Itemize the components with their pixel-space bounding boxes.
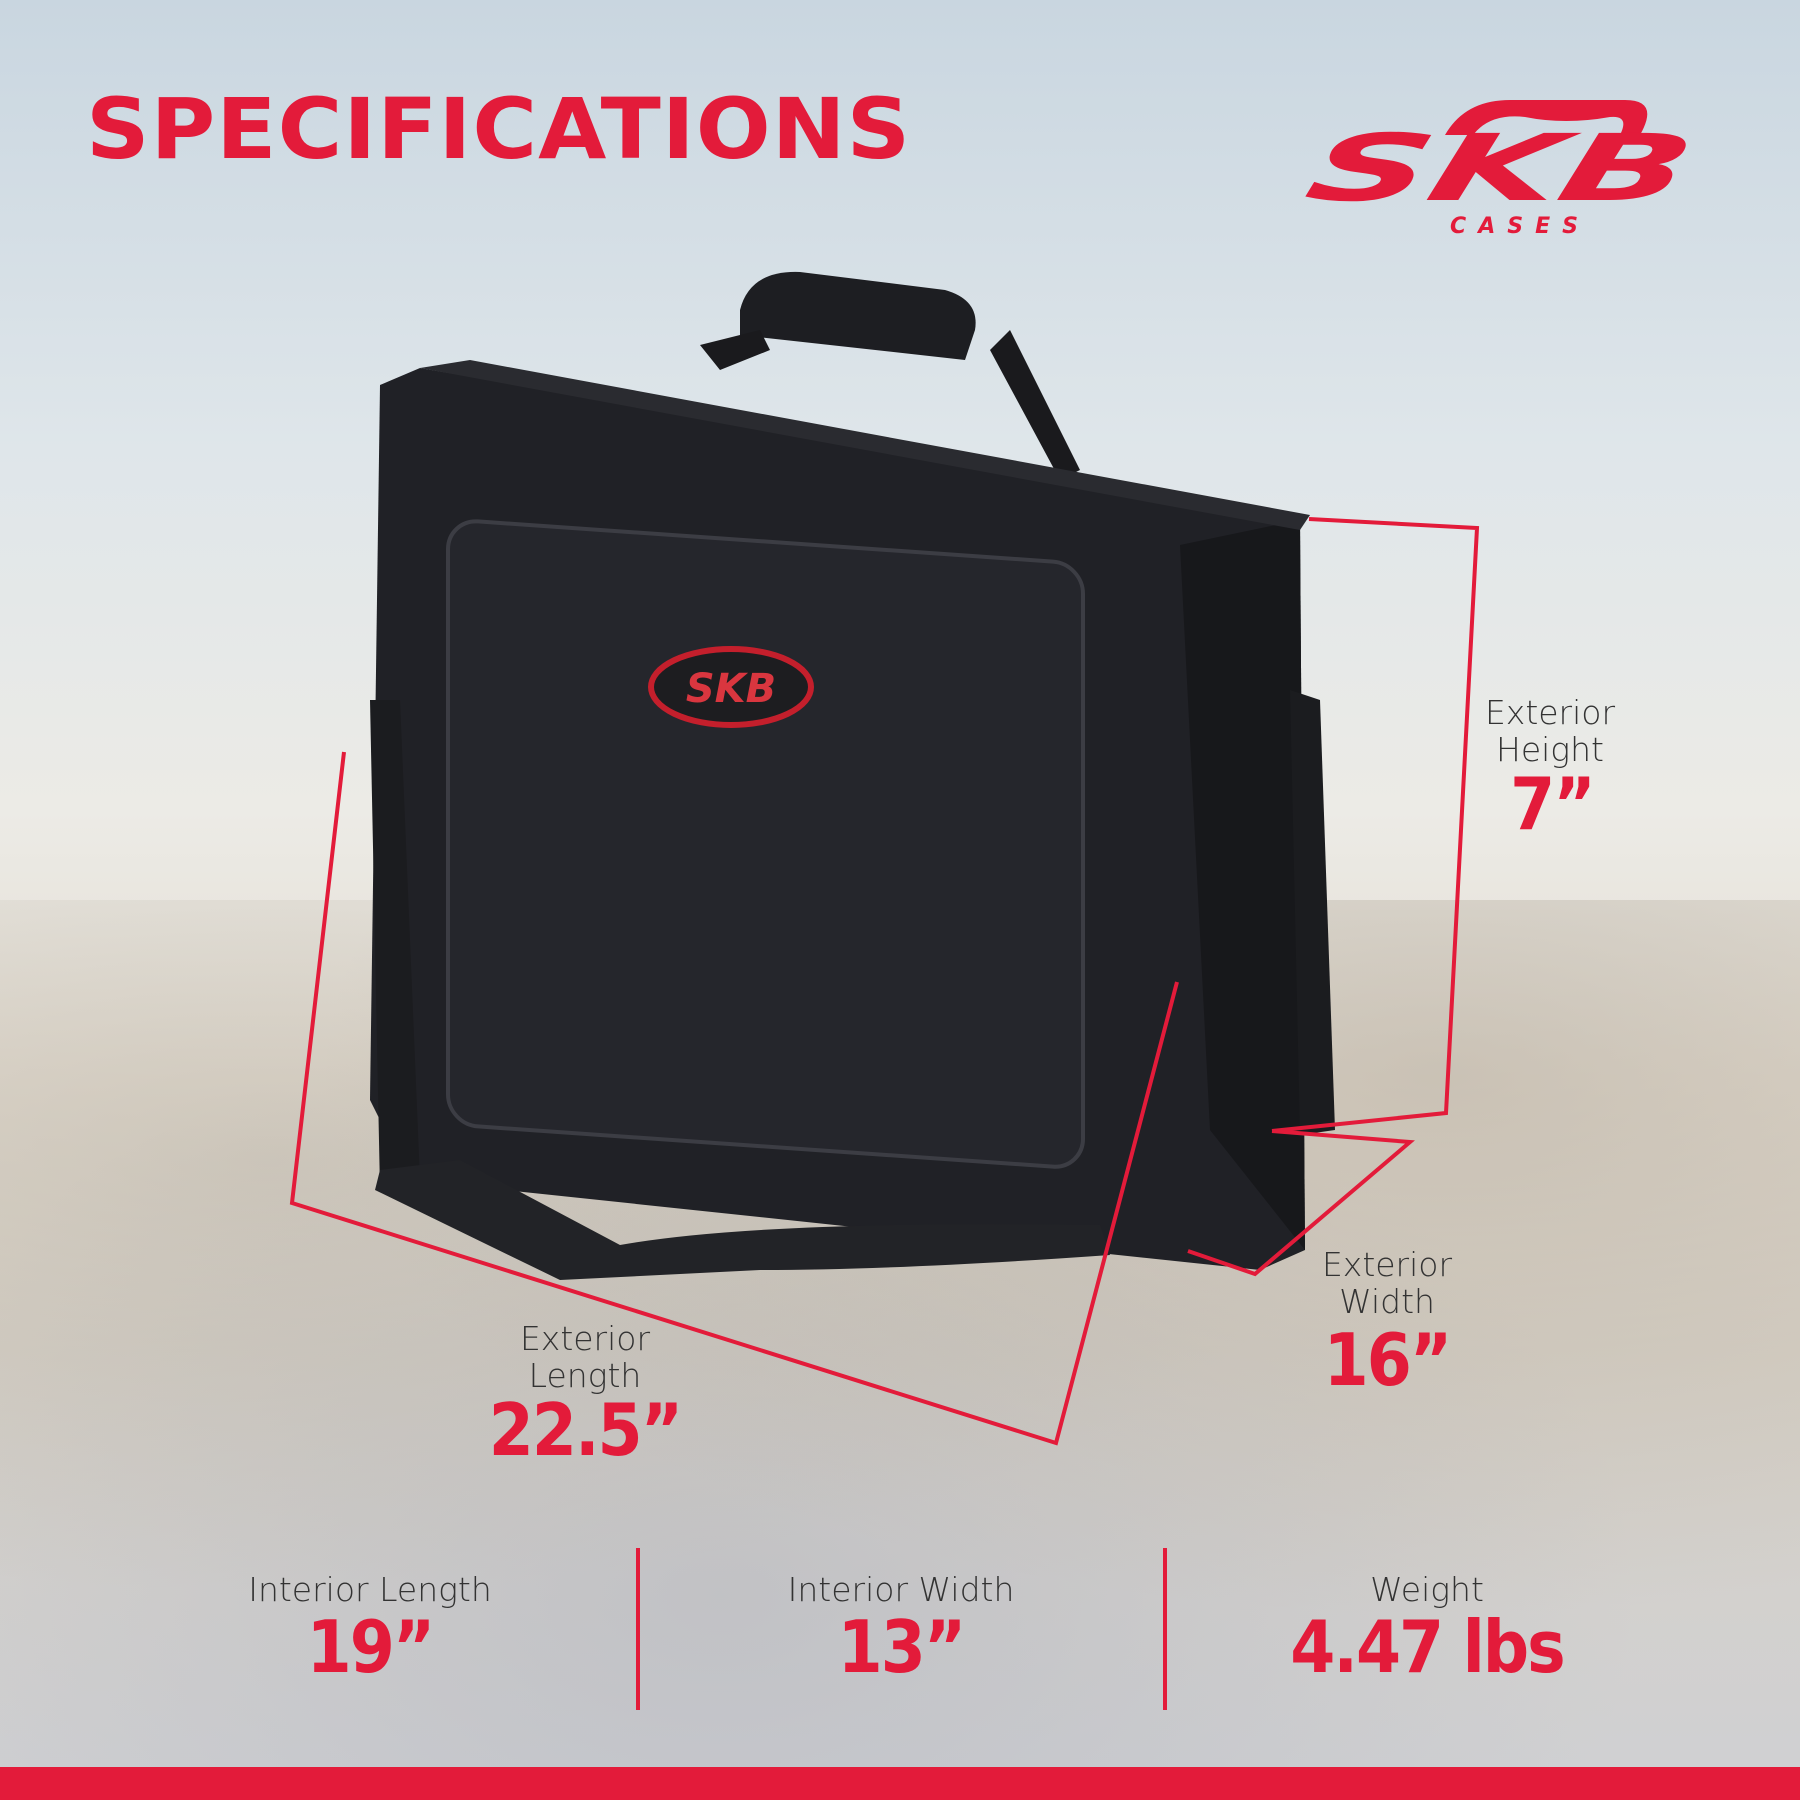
weight-label: Weight	[1370, 1570, 1484, 1609]
weight-value: 4.47 lbs	[1290, 1605, 1565, 1689]
interior-width-label: Interior Width	[787, 1570, 1015, 1609]
height-bracket	[1271, 517, 1480, 1133]
exterior-height-label: Exterior Height	[1485, 694, 1615, 768]
page-title: SPECIFICATIONS	[86, 80, 912, 178]
width-bracket	[1187, 1129, 1415, 1277]
exterior-length-value: 22.5”	[488, 1388, 683, 1472]
interior-length-label: Interior Length	[248, 1570, 492, 1609]
label-line: Height	[1496, 730, 1604, 769]
label-line: Length	[528, 1356, 642, 1395]
exterior-length-label: Exterior Length	[520, 1320, 650, 1394]
skb-badge-icon	[648, 646, 814, 728]
divider	[636, 1548, 640, 1710]
label-line: Exterior	[519, 1319, 651, 1358]
length-bracket	[289, 751, 1179, 1446]
exterior-width-value: 16”	[1323, 1318, 1453, 1402]
exterior-height-value: 7”	[1510, 762, 1596, 846]
divider	[1163, 1548, 1167, 1710]
label-line: Exterior	[1321, 1245, 1453, 1284]
label-line: Exterior	[1484, 693, 1616, 732]
front-pocket	[446, 519, 1085, 1169]
svg-text:SKB: SKB	[1296, 116, 1705, 223]
shoulder-strap	[375, 1160, 1110, 1280]
interior-length-value: 19”	[306, 1605, 436, 1689]
svg-text:SKB: SKB	[686, 666, 776, 712]
svg-text:CASES: CASES	[1450, 214, 1590, 239]
footer-bar	[0, 1767, 1800, 1800]
label-line: Width	[1339, 1282, 1435, 1321]
bag-handle	[740, 271, 976, 360]
skb-logo: SKB CASES	[1296, 100, 1705, 239]
exterior-width-label: Exterior Width	[1322, 1246, 1452, 1320]
interior-width-value: 13”	[837, 1605, 967, 1689]
